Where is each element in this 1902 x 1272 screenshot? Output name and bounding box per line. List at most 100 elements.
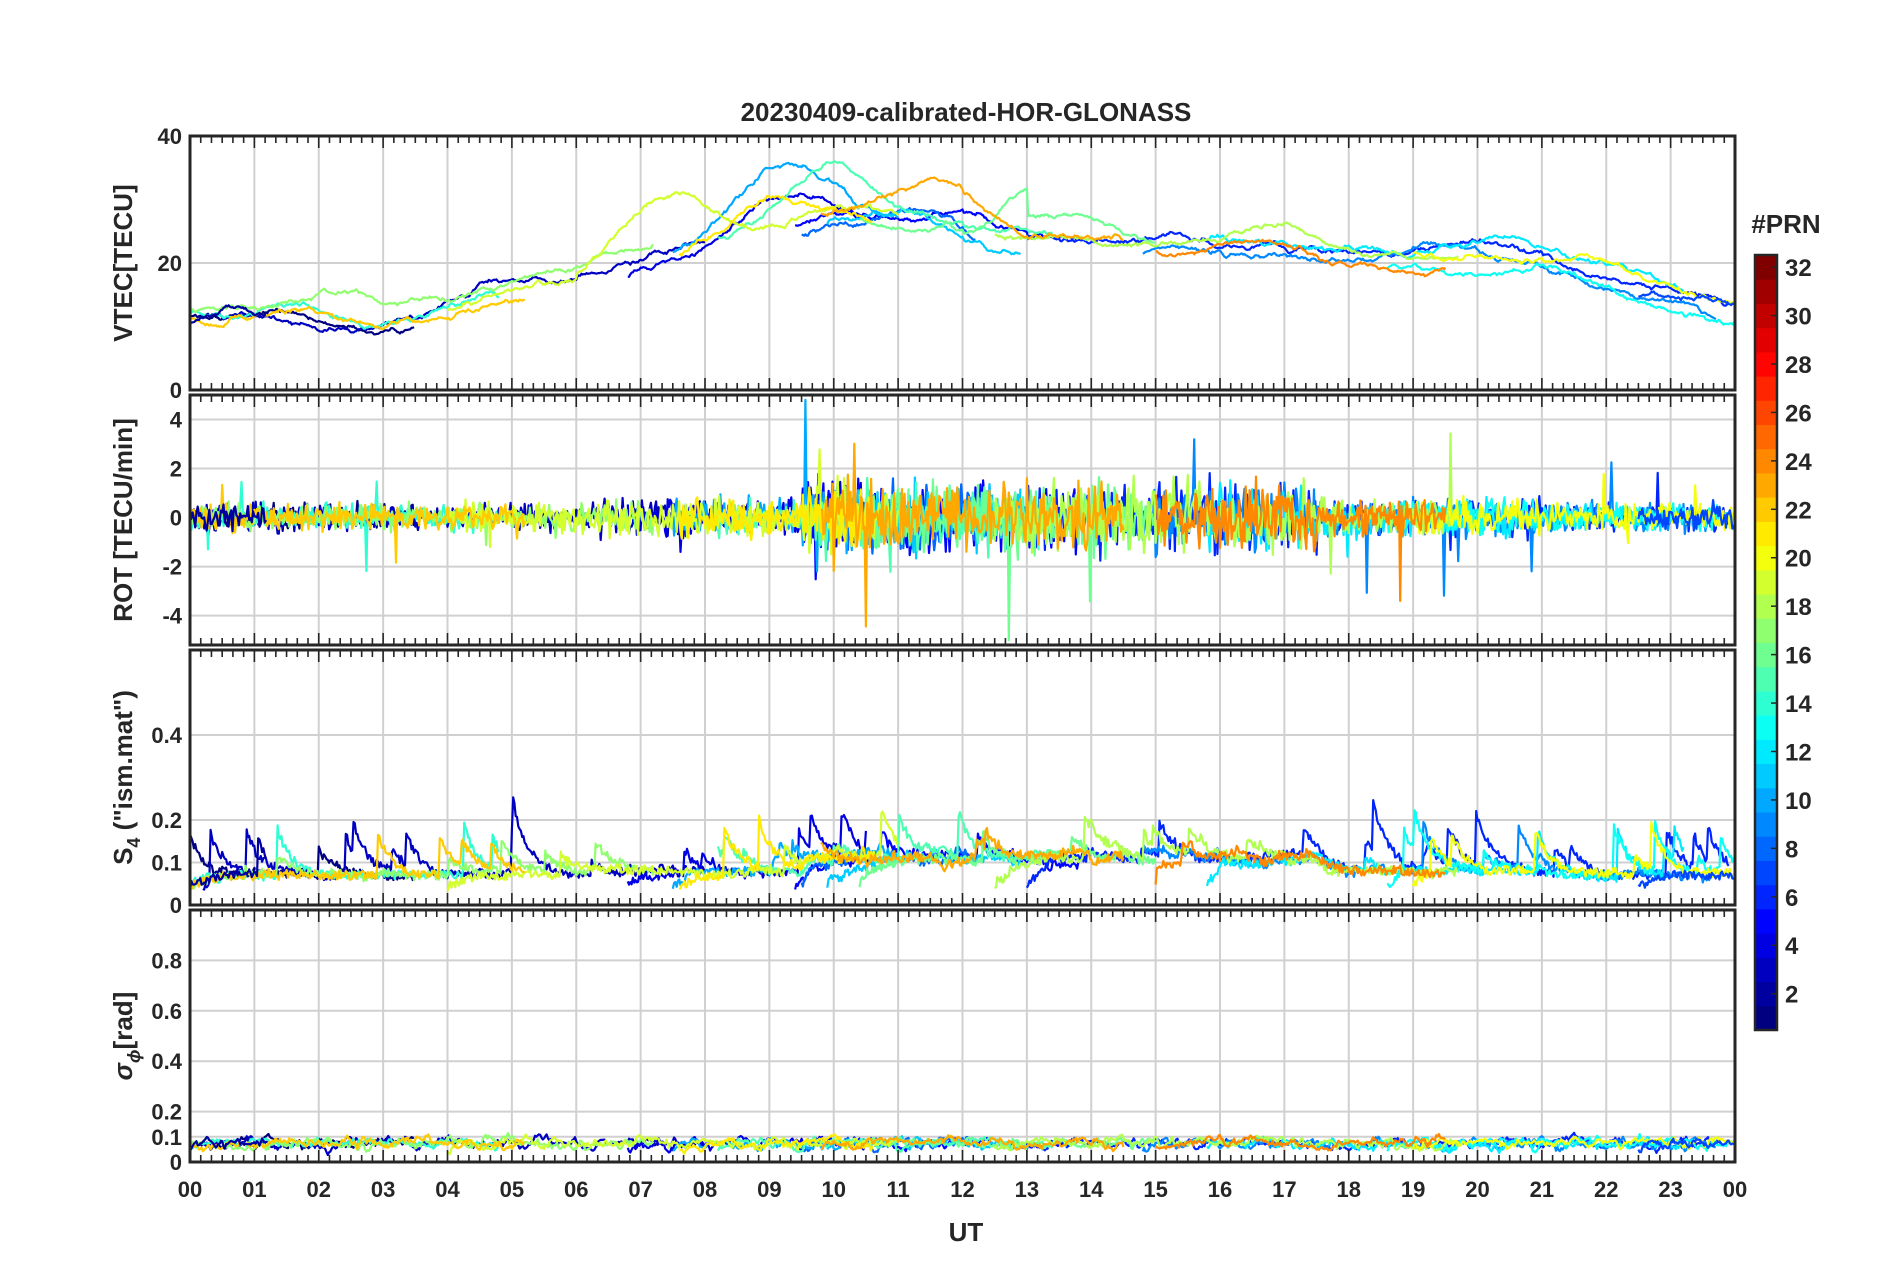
prn-trace xyxy=(1637,869,1736,889)
axes-frame xyxy=(188,648,1737,907)
x-tick-label: 16 xyxy=(1208,1177,1232,1202)
prn-trace xyxy=(678,195,873,257)
panel-3: 0 0.1 0.2 0.4 S4 ("ism.mat") xyxy=(108,648,1737,918)
prn-trace xyxy=(188,837,268,891)
colorbar-segment xyxy=(1755,545,1777,571)
trace-layer xyxy=(188,398,1737,642)
colorbar-segment xyxy=(1755,279,1777,304)
x-tick-label: 15 xyxy=(1143,1177,1167,1202)
prn-trace xyxy=(679,1133,874,1155)
prn-trace xyxy=(859,187,1156,245)
colorbar-tick-label: 18 xyxy=(1785,594,1812,621)
panel-4: 00.10.2 0.4 0.6 0.8 σϕ[rad] xyxy=(108,908,1737,1175)
x-tick-label: 04 xyxy=(435,1177,460,1202)
x-tick-label: 00 xyxy=(1723,1177,1747,1202)
x-tick-label: 06 xyxy=(564,1177,588,1202)
chart-title: 20230409-calibrated-HOR-GLONASS xyxy=(741,97,1192,127)
prn-trace xyxy=(189,483,526,564)
y-tick-label: 0 xyxy=(170,1150,182,1175)
colorbar-segment xyxy=(1755,642,1777,668)
colorbar-segment xyxy=(1755,1005,1777,1031)
prn-trace xyxy=(1637,499,1737,532)
y-tick-label: 20 xyxy=(158,251,182,276)
colorbar-tick-label: 10 xyxy=(1785,788,1812,815)
colorbar-segment xyxy=(1755,981,1777,1007)
y-tick-label: 0.6 xyxy=(151,999,182,1024)
colorbar-segment xyxy=(1755,497,1777,522)
trace-layer xyxy=(188,1131,1736,1157)
colorbar-segment xyxy=(1755,472,1777,498)
prn-trace xyxy=(820,1134,1125,1153)
x-tick-label: 21 xyxy=(1530,1177,1554,1202)
y-tick-label: 0 xyxy=(170,506,182,531)
prn-trace xyxy=(1154,840,1447,885)
prn-trace xyxy=(1386,262,1736,326)
colorbar-segment xyxy=(1755,812,1777,837)
prn-trace xyxy=(994,815,1459,890)
colorbar-segment xyxy=(1755,836,1777,861)
prn-trace xyxy=(820,442,1125,628)
x-tick-label: 23 xyxy=(1658,1177,1682,1202)
y-tick-label: 2 xyxy=(170,457,182,482)
prn-trace xyxy=(1142,241,1717,321)
x-tick-label: 18 xyxy=(1337,1177,1361,1202)
x-tick-label: 09 xyxy=(757,1177,781,1202)
colorbar-segment xyxy=(1755,448,1777,474)
y-axis-label: VTEC[TECU] xyxy=(108,184,138,341)
trace-layer xyxy=(188,796,1737,892)
prn-trace xyxy=(189,1135,267,1150)
axes-frame xyxy=(188,393,1737,647)
y-tick-label: 0.2 xyxy=(151,808,182,833)
y-tick-label: 0 xyxy=(170,893,182,918)
y-tick-label: -4 xyxy=(162,604,182,629)
prn-trace xyxy=(1637,1137,1736,1154)
y-tick-label: 0.2 xyxy=(151,1100,182,1125)
y-axis-label: ROT [TECU/min] xyxy=(108,418,138,622)
colorbar-label: #PRN xyxy=(1751,209,1820,239)
prn-trace xyxy=(1154,475,1447,602)
x-tick-label: 07 xyxy=(628,1177,652,1202)
colorbar-segment xyxy=(1755,908,1777,934)
colorbar-segment xyxy=(1755,521,1777,547)
axes-frame xyxy=(188,908,1737,1164)
colorbar-segment xyxy=(1755,594,1777,619)
colorbar-segment xyxy=(1755,666,1777,692)
prn-trace xyxy=(678,486,874,549)
x-tick-label: 02 xyxy=(307,1177,331,1202)
y-tick-label: 4 xyxy=(170,408,183,433)
colorbar-tick-label: 6 xyxy=(1785,885,1798,912)
colorbar-tick-label: 4 xyxy=(1785,933,1799,960)
x-tick-label: 00 xyxy=(178,1177,202,1202)
colorbar-tick-label: 14 xyxy=(1785,691,1812,718)
colorbar-tick-label: 28 xyxy=(1785,352,1812,379)
panel-1: 0 20 40 VTEC[TECU] xyxy=(108,124,1737,403)
y-axis-label: S4 ("ism.mat") xyxy=(108,690,144,865)
x-tick-label: 13 xyxy=(1015,1177,1039,1202)
y-tick-label: 0.8 xyxy=(151,948,182,973)
y-axis-label: σϕ[rad] xyxy=(108,992,144,1081)
axes-frame xyxy=(188,134,1737,392)
x-tick-label: 11 xyxy=(886,1177,909,1202)
colorbar-segment xyxy=(1755,957,1777,983)
y-tick-label: 0 xyxy=(170,378,182,403)
colorbar-tick-label: 8 xyxy=(1785,836,1798,863)
prn-trace xyxy=(1638,290,1736,307)
prn-trace xyxy=(1412,821,1737,887)
prn-trace xyxy=(820,826,1125,873)
x-tick-label: 05 xyxy=(500,1177,524,1202)
prn-trace xyxy=(446,1133,899,1155)
colorbar-tick-label: 20 xyxy=(1785,546,1812,573)
prn-trace xyxy=(189,243,654,313)
prn-trace xyxy=(189,304,267,324)
colorbar-segment xyxy=(1755,690,1777,716)
colorbar-segment xyxy=(1755,327,1777,353)
x-tick-label: 10 xyxy=(822,1177,846,1202)
prn-trace xyxy=(627,192,867,278)
y-tick-label: 0.1 xyxy=(151,1125,182,1150)
prn-trace xyxy=(446,191,899,311)
colorbar-segment xyxy=(1755,303,1777,329)
prn-trace xyxy=(188,503,267,533)
y-tick-label: -2 xyxy=(162,555,182,580)
prn-trace xyxy=(1154,1133,1446,1152)
